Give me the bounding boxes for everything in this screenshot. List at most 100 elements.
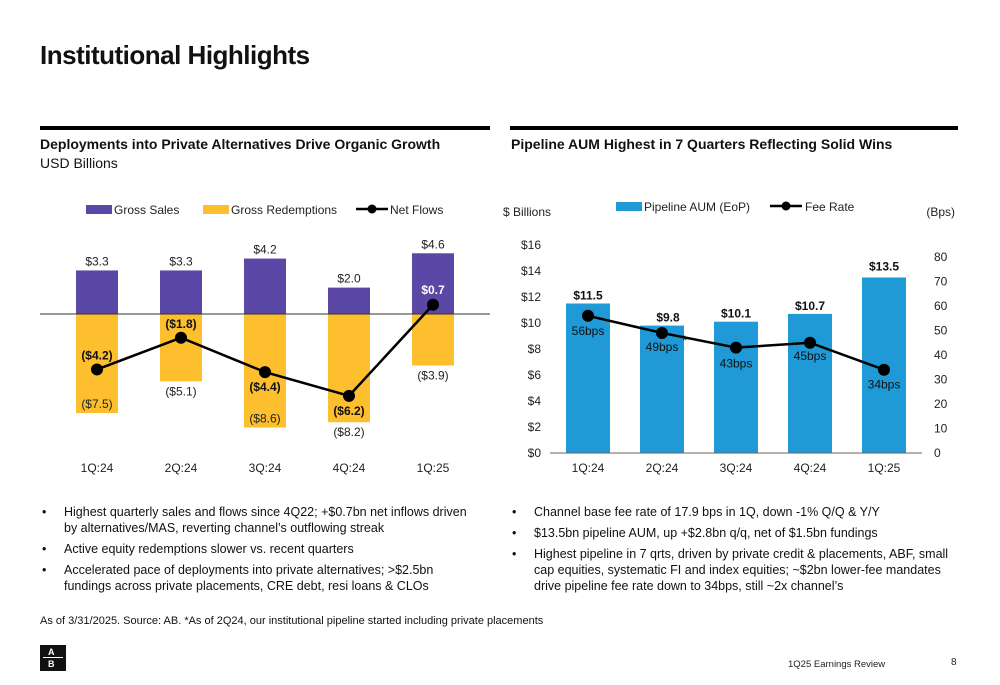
legend-label: Net Flows bbox=[390, 203, 443, 217]
logo-letter: B bbox=[48, 659, 55, 669]
fee-rate-label: 49bps bbox=[646, 340, 679, 354]
y2-tick-label: 30 bbox=[934, 373, 948, 387]
pipeline-aum-bar bbox=[714, 321, 758, 453]
pipeline-chart: Pipeline AUM (EoP) Fee Rate $ Billions (Bps… bbox=[503, 200, 955, 475]
right-bullet-list: Channel base fee rate of 17.9 bps in 1Q,… bbox=[510, 504, 950, 599]
net-flows-label: ($6.2) bbox=[333, 404, 364, 418]
ab-logo: A B bbox=[40, 645, 66, 671]
y-tick-label: $12 bbox=[521, 290, 541, 304]
legend-swatch-pipeline-aum bbox=[616, 202, 642, 211]
legend-marker-net-flows bbox=[367, 204, 377, 214]
y2-tick-label: 60 bbox=[934, 299, 948, 313]
pipeline-aum-label: $10.1 bbox=[721, 307, 751, 321]
net-flows-label: $0.7 bbox=[421, 283, 445, 297]
logo-letter: A bbox=[48, 647, 55, 657]
fee-rate-annotation: * bbox=[682, 332, 688, 348]
y2-tick-label: 0 bbox=[934, 446, 941, 460]
legend-swatch-gross-sales bbox=[86, 205, 112, 214]
net-flows-point bbox=[91, 363, 103, 376]
fee-rate-point bbox=[730, 341, 742, 354]
left-chart-units: USD Billions bbox=[40, 155, 118, 171]
fee-rate-point bbox=[878, 363, 890, 376]
footer-label: 1Q25 Earnings Review bbox=[788, 659, 886, 670]
y-tick-label: $6 bbox=[528, 368, 542, 382]
x-tick-label: 1Q:24 bbox=[572, 461, 605, 475]
x-tick-label: 2Q:24 bbox=[646, 461, 679, 475]
x-tick-label: 2Q:24 bbox=[165, 461, 198, 475]
left-section-divider bbox=[40, 126, 490, 130]
bullet-item: Channel base fee rate of 17.9 bps in 1Q,… bbox=[510, 504, 950, 520]
gross-redemptions-bar bbox=[160, 314, 202, 382]
gross-sales-bar bbox=[76, 270, 118, 314]
y2-tick-label: 20 bbox=[934, 397, 948, 411]
x-tick-label: 3Q:24 bbox=[249, 461, 282, 475]
gross-redemptions-label: ($8.2) bbox=[333, 425, 364, 439]
net-flows-point bbox=[175, 331, 187, 344]
net-flows-point bbox=[259, 366, 271, 379]
flows-chart: Gross Sales Gross Redemptions Net Flows $3.… bbox=[40, 203, 490, 475]
legend-label: Gross Sales bbox=[114, 203, 179, 217]
net-flows-label: ($4.4) bbox=[249, 380, 280, 394]
y-tick-label: $16 bbox=[521, 238, 541, 252]
gross-sales-label: $2.0 bbox=[337, 272, 361, 286]
fee-rate-label: 56bps bbox=[572, 324, 605, 338]
pipeline-aum-bar bbox=[566, 303, 610, 453]
legend-label: Fee Rate bbox=[805, 200, 855, 214]
bullet-item: $13.5bn pipeline AUM, up +$2.8bn q/q, ne… bbox=[510, 525, 950, 541]
right-section-divider bbox=[510, 126, 958, 130]
gross-redemptions-label: ($5.1) bbox=[165, 384, 196, 398]
gross-sales-label: $3.3 bbox=[85, 254, 109, 268]
fee-rate-point bbox=[804, 336, 816, 349]
footnote: As of 3/31/2025. Source: AB. *As of 2Q24… bbox=[40, 615, 544, 627]
pipeline-aum-label: $10.7 bbox=[795, 299, 825, 313]
gross-sales-label: $4.2 bbox=[253, 243, 277, 257]
fee-rate-label: 43bps bbox=[720, 357, 753, 371]
gross-redemptions-bar bbox=[328, 314, 370, 423]
bullet-item: Highest quarterly sales and flows since … bbox=[40, 504, 480, 536]
y2-tick-label: 80 bbox=[934, 250, 948, 264]
y2-tick-label: 70 bbox=[934, 275, 948, 289]
y-tick-label: $14 bbox=[521, 264, 541, 278]
x-tick-label: 1Q:25 bbox=[868, 461, 901, 475]
legend-marker-fee-rate bbox=[781, 201, 791, 211]
y-tick-label: $0 bbox=[528, 446, 542, 460]
fee-rate-label: 45bps bbox=[794, 349, 827, 363]
x-tick-label: 4Q:24 bbox=[333, 461, 366, 475]
x-tick-label: 1Q:25 bbox=[417, 461, 450, 475]
gross-sales-label: $3.3 bbox=[169, 254, 193, 268]
gross-sales-label: $4.6 bbox=[421, 237, 445, 251]
x-tick-label: 4Q:24 bbox=[794, 461, 827, 475]
pipeline-aum-label: $11.5 bbox=[573, 289, 603, 303]
y-axis-title: $ Billions bbox=[503, 205, 551, 219]
bullet-item: Highest pipeline in 7 qrts, driven by pr… bbox=[510, 546, 950, 594]
pipeline-aum-label: $13.5 bbox=[869, 260, 899, 274]
net-flows-point bbox=[427, 298, 439, 311]
page-title: Institutional Highlights bbox=[40, 40, 310, 70]
y-tick-label: $10 bbox=[521, 316, 541, 330]
pipeline-aum-bar bbox=[788, 313, 832, 453]
right-chart-heading: Pipeline AUM Highest in 7 Quarters Refle… bbox=[511, 136, 893, 152]
y2-tick-label: 40 bbox=[934, 348, 948, 362]
y2-axis-title: (Bps) bbox=[926, 205, 955, 219]
gross-redemptions-label: ($3.9) bbox=[417, 368, 448, 382]
bullet-item: Active equity redemptions slower vs. rec… bbox=[40, 541, 480, 557]
y-tick-label: $2 bbox=[528, 420, 542, 434]
gross-redemptions-label: ($8.6) bbox=[249, 412, 280, 426]
gross-sales-bar bbox=[328, 287, 370, 314]
legend-label: Gross Redemptions bbox=[231, 203, 337, 217]
net-flows-label: ($4.2) bbox=[81, 348, 112, 362]
legend-swatch-gross-redemptions bbox=[203, 205, 229, 214]
gross-sales-bar bbox=[244, 258, 286, 314]
left-chart-heading: Deployments into Private Alternatives Dr… bbox=[40, 136, 441, 152]
gross-redemptions-label: ($7.5) bbox=[81, 397, 112, 411]
y2-tick-label: 50 bbox=[934, 324, 948, 338]
left-bullet-list: Highest quarterly sales and flows since … bbox=[40, 504, 480, 599]
bullet-item: Accelerated pace of deployments into pri… bbox=[40, 562, 480, 594]
fee-rate-point bbox=[656, 326, 668, 339]
gross-redemptions-bar bbox=[412, 314, 454, 366]
page-number: 8 bbox=[951, 657, 957, 668]
legend-label: Pipeline AUM (EoP) bbox=[644, 200, 750, 214]
pipeline-aum-bar bbox=[640, 325, 684, 453]
y-tick-label: $8 bbox=[528, 342, 542, 356]
pipeline-aum-label: $9.8 bbox=[656, 311, 680, 325]
